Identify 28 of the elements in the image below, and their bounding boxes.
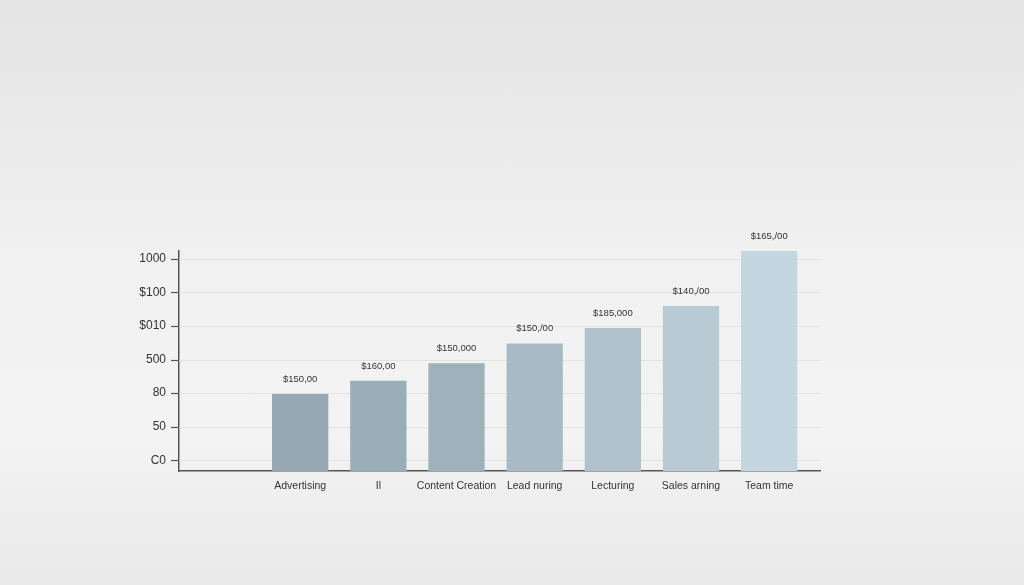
text: 500 [145,351,167,366]
annotation: $140,/00 [672,284,710,296]
x-tick-label: Il [375,479,381,492]
annotation: $150,00 [282,372,318,384]
annotation: $165,/00 [750,229,788,241]
annotation: $185,000 [593,306,633,318]
text: 80 [152,385,167,400]
bar [428,363,485,471]
text: $100 [139,284,167,299]
annotation: $150,/00 [516,322,554,334]
bar [506,343,563,471]
text: $010 [139,318,167,333]
annotation: $160,00 [361,359,396,371]
bar [662,306,720,471]
x-tick-label: Lead nuring [506,479,563,492]
bar [741,251,798,471]
x-tick-label: Content Creation [416,479,497,492]
bar [272,394,329,471]
bar [350,380,407,471]
x-tick-label: Advertising [274,479,327,492]
x-tick-label: Sales arning [661,479,721,492]
text: C0 [150,452,167,467]
x-tick-label: Lecturing [591,479,635,492]
x-tick-label: Team time [744,479,794,492]
bar [584,328,641,471]
text: 50 [152,419,167,434]
annotation: $150,000 [436,342,477,354]
text: 1000 [139,251,167,266]
